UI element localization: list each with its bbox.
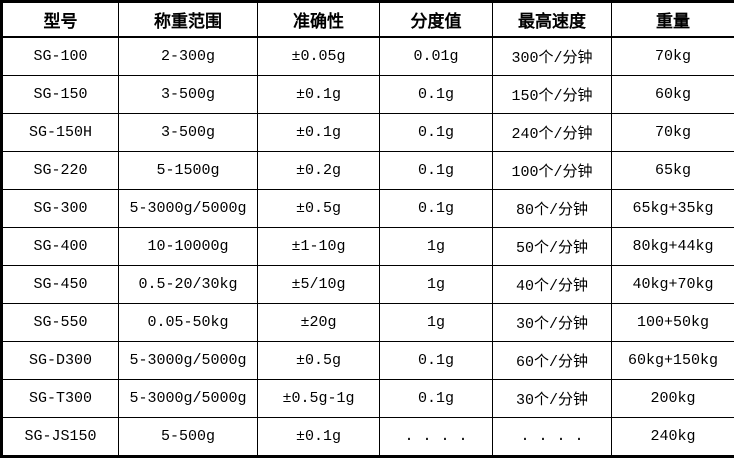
cell-weight: 200kg	[612, 380, 734, 418]
cell-weight: 60kg	[612, 76, 734, 114]
cell-range: 5-3000g/5000g	[119, 380, 258, 418]
cell-division: 1g	[380, 266, 493, 304]
table-row: SG-D300 5-3000g/5000g ±0.5g 0.1g 60个/分钟 …	[2, 342, 734, 380]
cell-weight: 70kg	[612, 37, 734, 76]
cell-range: 5-1500g	[119, 152, 258, 190]
table-row: SG-220 5-1500g ±0.2g 0.1g 100个/分钟 65kg	[2, 152, 734, 190]
cell-model: SG-150H	[2, 114, 119, 152]
cell-weight: 80kg+44kg	[612, 228, 734, 266]
cell-range: 0.05-50kg	[119, 304, 258, 342]
cell-range: 5-500g	[119, 418, 258, 457]
cell-model: SG-T300	[2, 380, 119, 418]
cell-range: 3-500g	[119, 114, 258, 152]
cell-accuracy: ±0.5g-1g	[258, 380, 380, 418]
cell-accuracy: ±0.1g	[258, 418, 380, 457]
cell-speed: 40个/分钟	[493, 266, 612, 304]
cell-weight: 40kg+70kg	[612, 266, 734, 304]
col-header-model: 型号	[2, 2, 119, 38]
cell-speed: 30个/分钟	[493, 304, 612, 342]
cell-accuracy: ±0.1g	[258, 114, 380, 152]
cell-model: SG-150	[2, 76, 119, 114]
cell-weight: 240kg	[612, 418, 734, 457]
table-row: SG-100 2-300g ±0.05g 0.01g 300个/分钟 70kg	[2, 37, 734, 76]
cell-division: 0.1g	[380, 190, 493, 228]
cell-range: 5-3000g/5000g	[119, 342, 258, 380]
cell-division: 0.1g	[380, 380, 493, 418]
table-row: SG-400 10-10000g ±1-10g 1g 50个/分钟 80kg+4…	[2, 228, 734, 266]
cell-model: SG-220	[2, 152, 119, 190]
cell-speed: 50个/分钟	[493, 228, 612, 266]
cell-speed: 60个/分钟	[493, 342, 612, 380]
cell-division: 1g	[380, 304, 493, 342]
cell-speed: 240个/分钟	[493, 114, 612, 152]
cell-range: 10-10000g	[119, 228, 258, 266]
cell-accuracy: ±0.2g	[258, 152, 380, 190]
cell-range: 2-300g	[119, 37, 258, 76]
cell-model: SG-550	[2, 304, 119, 342]
cell-division: 1g	[380, 228, 493, 266]
cell-division: 0.01g	[380, 37, 493, 76]
cell-model: SG-300	[2, 190, 119, 228]
cell-weight: 70kg	[612, 114, 734, 152]
cell-range: 3-500g	[119, 76, 258, 114]
col-header-division: 分度值	[380, 2, 493, 38]
cell-model: SG-400	[2, 228, 119, 266]
table-row: SG-550 0.05-50kg ±20g 1g 30个/分钟 100+50kg	[2, 304, 734, 342]
cell-model: SG-D300	[2, 342, 119, 380]
cell-speed: 80个/分钟	[493, 190, 612, 228]
cell-accuracy: ±20g	[258, 304, 380, 342]
cell-weight: 60kg+150kg	[612, 342, 734, 380]
col-header-accuracy: 准确性	[258, 2, 380, 38]
cell-accuracy: ±1-10g	[258, 228, 380, 266]
cell-division: . . . .	[380, 418, 493, 457]
cell-range: 0.5-20/30kg	[119, 266, 258, 304]
cell-division: 0.1g	[380, 114, 493, 152]
cell-model: SG-450	[2, 266, 119, 304]
col-header-weight: 重量	[612, 2, 734, 38]
cell-range: 5-3000g/5000g	[119, 190, 258, 228]
table-row: SG-300 5-3000g/5000g ±0.5g 0.1g 80个/分钟 6…	[2, 190, 734, 228]
cell-division: 0.1g	[380, 76, 493, 114]
cell-accuracy: ±5/10g	[258, 266, 380, 304]
cell-weight: 100+50kg	[612, 304, 734, 342]
cell-accuracy: ±0.5g	[258, 190, 380, 228]
cell-model: SG-100	[2, 37, 119, 76]
cell-accuracy: ±0.1g	[258, 76, 380, 114]
cell-division: 0.1g	[380, 342, 493, 380]
cell-division: 0.1g	[380, 152, 493, 190]
cell-speed: . . . .	[493, 418, 612, 457]
cell-weight: 65kg+35kg	[612, 190, 734, 228]
cell-speed: 100个/分钟	[493, 152, 612, 190]
table-row: SG-450 0.5-20/30kg ±5/10g 1g 40个/分钟 40kg…	[2, 266, 734, 304]
col-header-range: 称重范围	[119, 2, 258, 38]
table-row: SG-T300 5-3000g/5000g ±0.5g-1g 0.1g 30个/…	[2, 380, 734, 418]
table-row: SG-150 3-500g ±0.1g 0.1g 150个/分钟 60kg	[2, 76, 734, 114]
spec-sheet: 型号 称重范围 准确性 分度值 最高速度 重量 SG-100 2-300g ±0…	[0, 0, 734, 442]
table-row: SG-150H 3-500g ±0.1g 0.1g 240个/分钟 70kg	[2, 114, 734, 152]
cell-model: SG-JS150	[2, 418, 119, 457]
cell-speed: 300个/分钟	[493, 37, 612, 76]
header-row: 型号 称重范围 准确性 分度值 最高速度 重量	[2, 2, 734, 38]
cell-speed: 30个/分钟	[493, 380, 612, 418]
col-header-speed: 最高速度	[493, 2, 612, 38]
cell-weight: 65kg	[612, 152, 734, 190]
table-row: SG-JS150 5-500g ±0.1g . . . . . . . . 24…	[2, 418, 734, 457]
cell-speed: 150个/分钟	[493, 76, 612, 114]
cell-accuracy: ±0.05g	[258, 37, 380, 76]
cell-accuracy: ±0.5g	[258, 342, 380, 380]
